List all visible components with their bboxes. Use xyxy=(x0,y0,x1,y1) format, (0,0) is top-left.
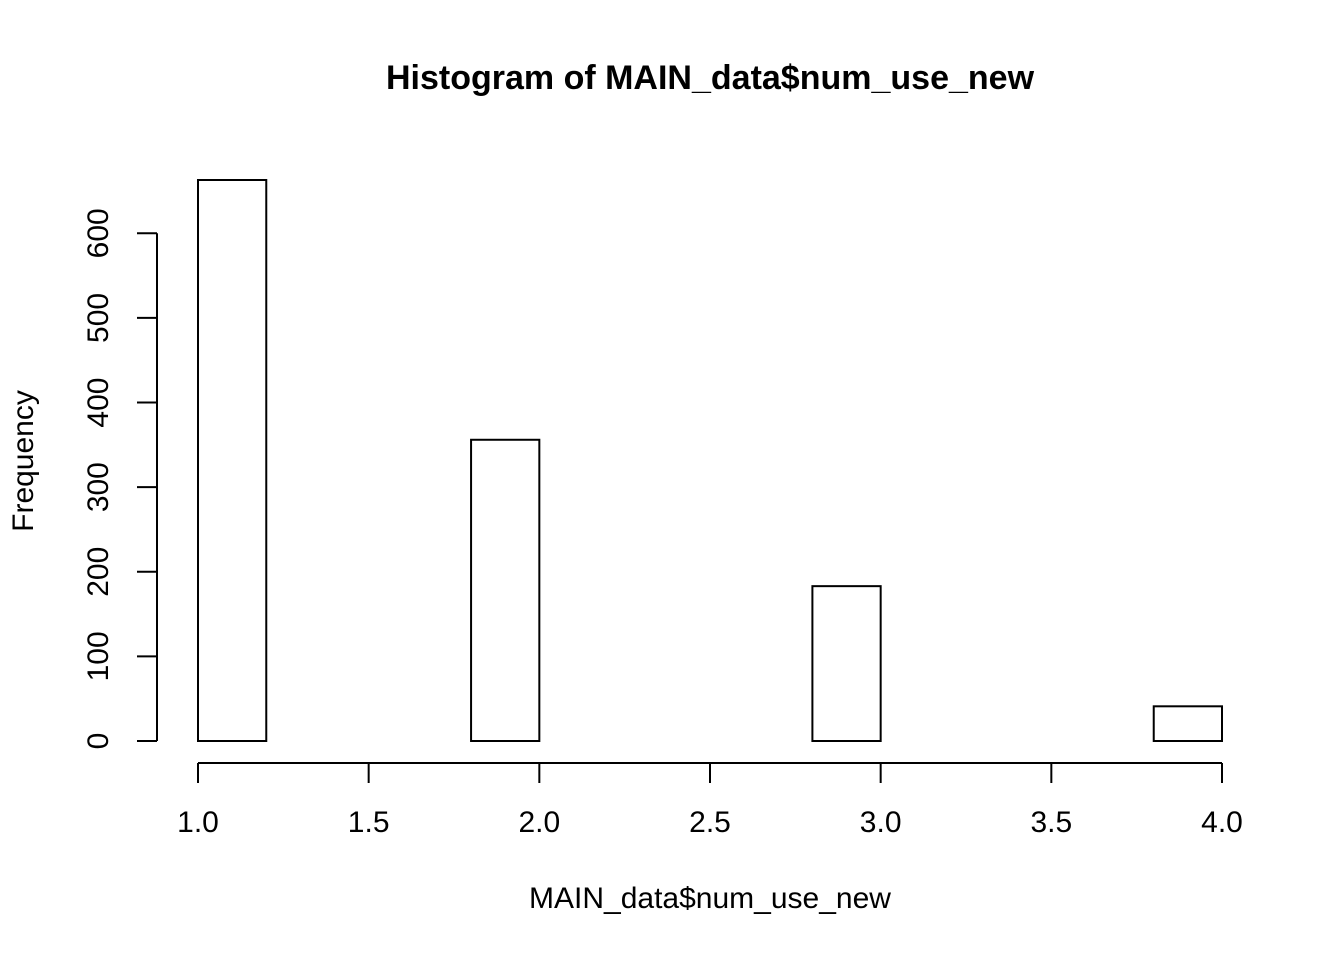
y-axis-label: Frequency xyxy=(7,390,40,532)
x-tick-label: 1.0 xyxy=(177,806,219,839)
x-tick-label: 1.5 xyxy=(348,806,390,839)
y-tick-label: 300 xyxy=(82,462,115,512)
bar xyxy=(1152,705,1223,742)
x-tick-label: 3.5 xyxy=(1030,806,1072,839)
y-tick-label: 400 xyxy=(82,378,115,428)
chart-title: Histogram of MAIN_data$num_use_new xyxy=(386,59,1035,97)
y-tick-label: 600 xyxy=(82,208,115,258)
x-tick-label: 2.0 xyxy=(518,806,560,839)
bar xyxy=(470,438,541,742)
x-tick-label: 4.0 xyxy=(1201,806,1243,839)
y-tick-label: 500 xyxy=(82,293,115,343)
bar xyxy=(811,585,882,743)
bar xyxy=(197,179,268,742)
y-tick-label: 100 xyxy=(82,631,115,681)
x-tick-label: 3.0 xyxy=(860,806,902,839)
x-axis-label: MAIN_data$num_use_new xyxy=(529,882,891,915)
y-tick-label: 200 xyxy=(82,547,115,597)
y-tick-label: 0 xyxy=(82,733,115,750)
x-tick-label: 2.5 xyxy=(689,806,731,839)
